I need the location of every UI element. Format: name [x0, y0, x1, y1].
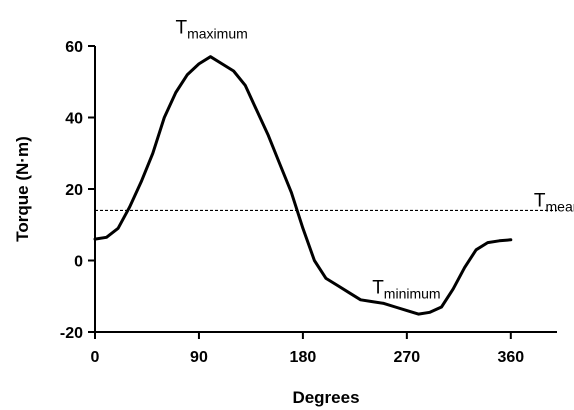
y-ticks: -20 0 20 40 60 [60, 39, 95, 342]
y-tick-label: 60 [65, 39, 83, 56]
x-ticks: 0 90 180 270 360 [91, 332, 524, 366]
x-tick-label: 270 [393, 349, 420, 366]
y-tick-label: 20 [65, 182, 83, 199]
x-axis-title: Degrees [292, 388, 359, 407]
y-tick-label: -20 [60, 325, 83, 342]
y-axis-title: Torque (N·m) [13, 136, 32, 241]
x-tick-label: 180 [290, 349, 317, 366]
x-tick-label: 90 [190, 349, 208, 366]
annotation-t-mean: Tmean [534, 190, 574, 214]
series-line-torque [93, 55, 513, 316]
y-tick-label: 0 [74, 254, 83, 271]
x-tick-label: 0 [91, 349, 100, 366]
y-tick-label: 40 [65, 111, 83, 128]
annotations: Tmaximum Tmean Tminimum [176, 18, 574, 302]
annotation-t-minimum: Tminimum [372, 278, 440, 302]
annotation-t-maximum: Tmaximum [176, 18, 248, 42]
x-tick-label: 360 [497, 349, 524, 366]
